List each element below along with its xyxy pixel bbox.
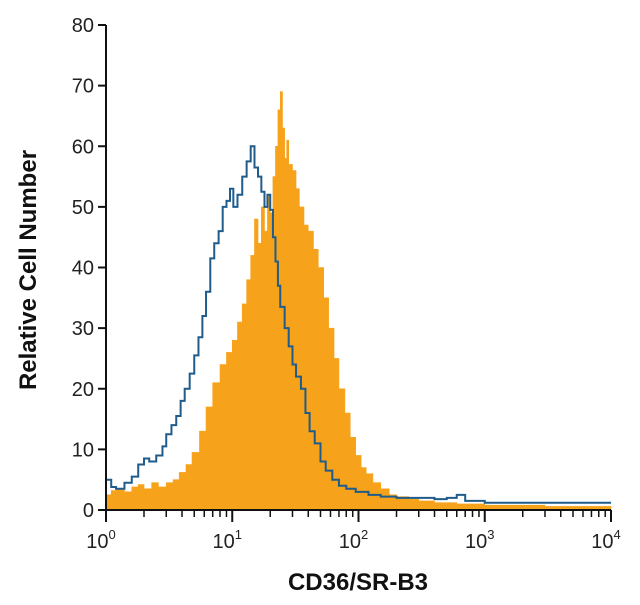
y-tick-label: 0 [83,500,94,522]
x-tick-label: 104 [591,527,620,553]
x-tick-label: 100 [86,527,115,553]
histogram-outline-series [106,145,611,504]
y-tick-label: 60 [72,136,94,158]
x-tick-label: 102 [339,527,368,553]
histogram-filled-series [105,91,612,511]
x-axis-title: CD36/SR-B3 [288,569,428,596]
y-tick-label: 70 [72,76,94,98]
y-tick-label: 80 [72,15,94,37]
y-axis-title: Relative Cell Number [15,150,42,390]
y-tick-label: 20 [72,379,94,401]
y-tick-label: 10 [72,439,94,461]
y-tick-label: 50 [72,197,94,219]
y-tick-label: 30 [72,318,94,340]
y-tick-label: 40 [72,258,94,280]
x-tick-label: 103 [465,527,494,553]
x-tick-label: 101 [213,527,242,553]
